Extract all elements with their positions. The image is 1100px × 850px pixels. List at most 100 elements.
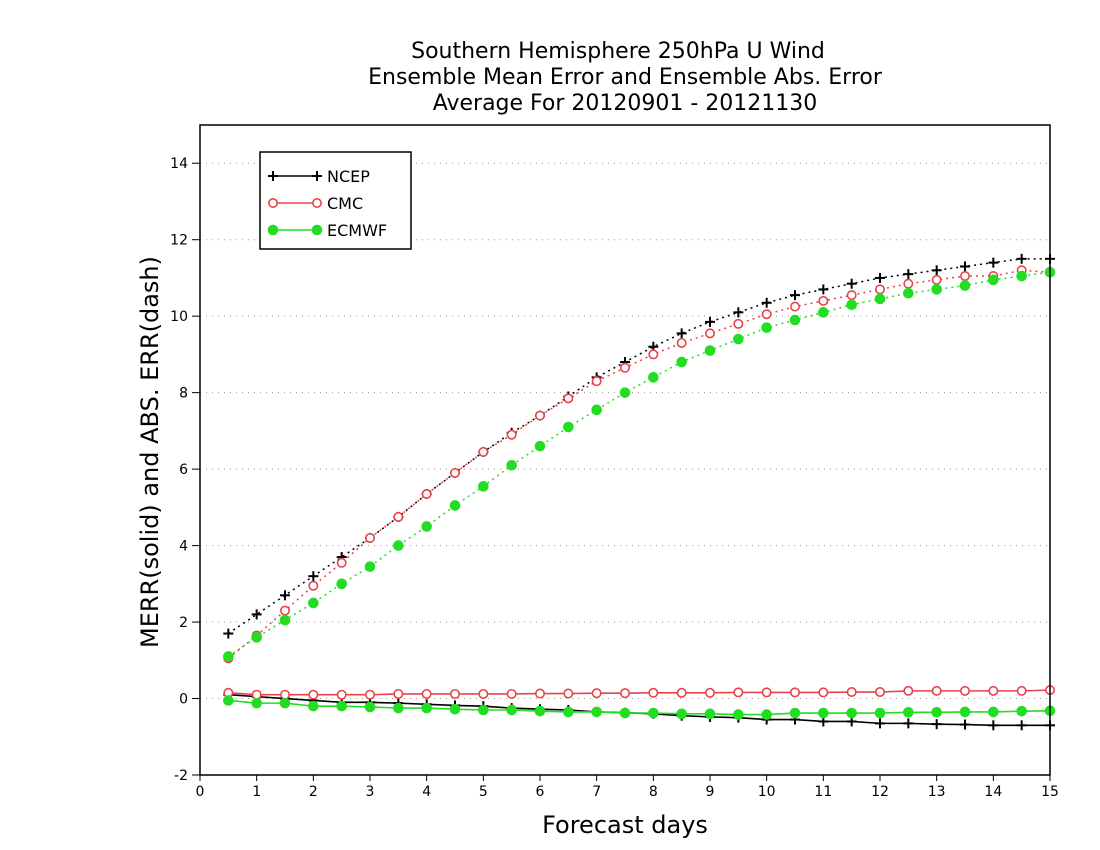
point-abs-err-ecmwf-25 bbox=[931, 284, 942, 295]
point-mean-err-ecmwf-20 bbox=[789, 707, 801, 719]
point-abs-err-cmc-11 bbox=[534, 410, 545, 421]
point-abs-err-cmc-19 bbox=[761, 309, 772, 320]
point-mean-err-ecmwf-17 bbox=[704, 708, 716, 720]
point-abs-err-cmc-2 bbox=[279, 605, 290, 616]
x-tick-label-9: 9 bbox=[706, 784, 715, 800]
point-abs-err-ecmwf-26 bbox=[959, 280, 971, 291]
x-tick-label-3: 3 bbox=[366, 784, 375, 800]
point-abs-err-ecmwf-0 bbox=[223, 651, 234, 662]
point-mean-err-cmc-26 bbox=[959, 685, 970, 696]
point-mean-err-ecmwf-18 bbox=[733, 709, 744, 720]
point-abs-err-ncep-25 bbox=[931, 265, 942, 276]
point-mean-err-ncep-25 bbox=[931, 719, 942, 730]
point-mean-err-ecmwf-7 bbox=[421, 702, 432, 714]
y-tick-label-8: 14 bbox=[170, 156, 188, 172]
point-abs-err-ecmwf-7 bbox=[421, 521, 432, 532]
point-abs-err-ecmwf-19 bbox=[761, 322, 772, 333]
legend-marker-start-ecmwf bbox=[267, 224, 279, 236]
legend-marker-end-cmc bbox=[311, 198, 322, 209]
point-abs-err-cmc-9 bbox=[478, 446, 489, 457]
series-ecmwf bbox=[223, 266, 1056, 720]
point-abs-err-cmc-26 bbox=[959, 271, 970, 282]
point-abs-err-ncep-28 bbox=[1016, 253, 1027, 264]
point-abs-err-cmc-10 bbox=[506, 429, 517, 440]
y-axis-label: MERR(solid) and ABS. ERR(dash) bbox=[136, 256, 164, 648]
series-cmc bbox=[223, 265, 1056, 700]
point-abs-err-ecmwf-2 bbox=[279, 614, 291, 626]
point-abs-err-ncep-22 bbox=[846, 278, 857, 289]
point-mean-err-ncep-28 bbox=[1016, 720, 1027, 731]
point-abs-err-cmc-23 bbox=[874, 284, 885, 295]
plot-frame bbox=[199, 124, 1051, 776]
point-abs-err-ecmwf-13 bbox=[591, 404, 602, 416]
point-abs-err-cmc-8 bbox=[449, 467, 460, 478]
point-abs-err-ncep-21 bbox=[818, 284, 829, 295]
point-mean-err-ecmwf-1 bbox=[251, 697, 262, 709]
point-mean-err-ecmwf-28 bbox=[1016, 705, 1027, 717]
point-mean-err-ecmwf-25 bbox=[931, 706, 942, 718]
point-abs-err-ecmwf-24 bbox=[903, 287, 914, 299]
point-mean-err-ecmwf-5 bbox=[364, 701, 376, 713]
title-line-3: Average For 20120901 - 20121130 bbox=[433, 91, 818, 116]
point-abs-err-ecmwf-4 bbox=[336, 578, 347, 590]
point-abs-err-ncep-0 bbox=[223, 628, 234, 639]
line-abs-err-cmc bbox=[227, 269, 1051, 659]
point-mean-err-cmc-27 bbox=[988, 685, 999, 696]
y-tick-label-4: 6 bbox=[179, 462, 188, 478]
point-abs-err-ecmwf-18 bbox=[733, 333, 744, 345]
point-abs-err-cmc-22 bbox=[846, 290, 857, 301]
point-mean-err-cmc-13 bbox=[591, 688, 602, 699]
point-abs-err-cmc-12 bbox=[563, 393, 574, 404]
point-mean-err-ecmwf-27 bbox=[988, 706, 999, 718]
point-mean-err-cmc-19 bbox=[761, 687, 772, 698]
point-abs-err-ecmwf-17 bbox=[704, 345, 716, 356]
x-tick-label-6: 6 bbox=[536, 784, 545, 800]
x-tick-label-2: 2 bbox=[309, 784, 318, 800]
point-abs-err-cmc-25 bbox=[931, 274, 942, 285]
point-abs-err-cmc-4 bbox=[336, 557, 347, 568]
line-abs-err-ncep bbox=[227, 258, 1050, 635]
point-abs-err-ecmwf-23 bbox=[874, 293, 886, 305]
point-mean-err-cmc-9 bbox=[478, 688, 489, 699]
point-abs-err-cmc-3 bbox=[308, 580, 319, 591]
y-axis: -2 0 2 4 6 8 10 12 14 bbox=[170, 156, 200, 784]
point-abs-err-ecmwf-9 bbox=[478, 481, 489, 492]
point-abs-err-ecmwf-3 bbox=[308, 597, 319, 609]
point-mean-err-ecmwf-21 bbox=[818, 707, 829, 719]
legend-box bbox=[259, 151, 412, 250]
point-mean-err-cmc-20 bbox=[789, 687, 800, 698]
x-tick-label-10: 10 bbox=[758, 784, 776, 800]
point-mean-err-cmc-2 bbox=[279, 689, 290, 700]
x-axis: 0 1 2 3 4 5 6 7 8 9 10 11 12 13 14 15 bbox=[196, 775, 1059, 800]
line-mean-err-cmc bbox=[228, 689, 1051, 696]
point-mean-err-cmc-15 bbox=[648, 687, 659, 698]
point-mean-err-cmc-3 bbox=[308, 689, 319, 700]
point-abs-err-cmc-13 bbox=[591, 376, 602, 387]
point-abs-err-ecmwf-8 bbox=[449, 500, 461, 511]
point-abs-err-ncep-26 bbox=[960, 261, 970, 272]
x-tick-label-4: 4 bbox=[422, 784, 431, 800]
x-tick-label-11: 11 bbox=[814, 784, 832, 800]
point-abs-err-ncep-20 bbox=[790, 290, 800, 301]
point-mean-err-cmc-6 bbox=[393, 688, 404, 699]
legend-entry-ecmwf: ECMWF bbox=[267, 221, 387, 240]
legend-marker-start-ncep bbox=[268, 171, 278, 181]
point-abs-err-ncep-18 bbox=[733, 307, 744, 318]
point-abs-err-ncep-3 bbox=[308, 571, 319, 582]
point-abs-err-ecmwf-20 bbox=[789, 314, 801, 326]
point-mean-err-ncep-23 bbox=[875, 718, 885, 729]
point-mean-err-cmc-23 bbox=[874, 687, 885, 698]
legend: NCEP CMC ECMWF bbox=[259, 151, 412, 250]
point-mean-err-ecmwf-23 bbox=[874, 707, 886, 719]
point-mean-err-cmc-16 bbox=[676, 687, 687, 698]
point-abs-err-cmc-17 bbox=[704, 328, 715, 339]
point-abs-err-cmc-15 bbox=[648, 349, 659, 360]
point-mean-err-cmc-10 bbox=[506, 688, 517, 699]
point-abs-err-ecmwf-15 bbox=[648, 372, 659, 383]
point-mean-err-cmc-28 bbox=[1016, 685, 1027, 696]
point-mean-err-cmc-5 bbox=[364, 689, 375, 700]
point-mean-err-ecmwf-3 bbox=[308, 700, 319, 712]
point-mean-err-ecmwf-2 bbox=[279, 697, 291, 709]
point-abs-err-ncep-19 bbox=[761, 297, 772, 308]
